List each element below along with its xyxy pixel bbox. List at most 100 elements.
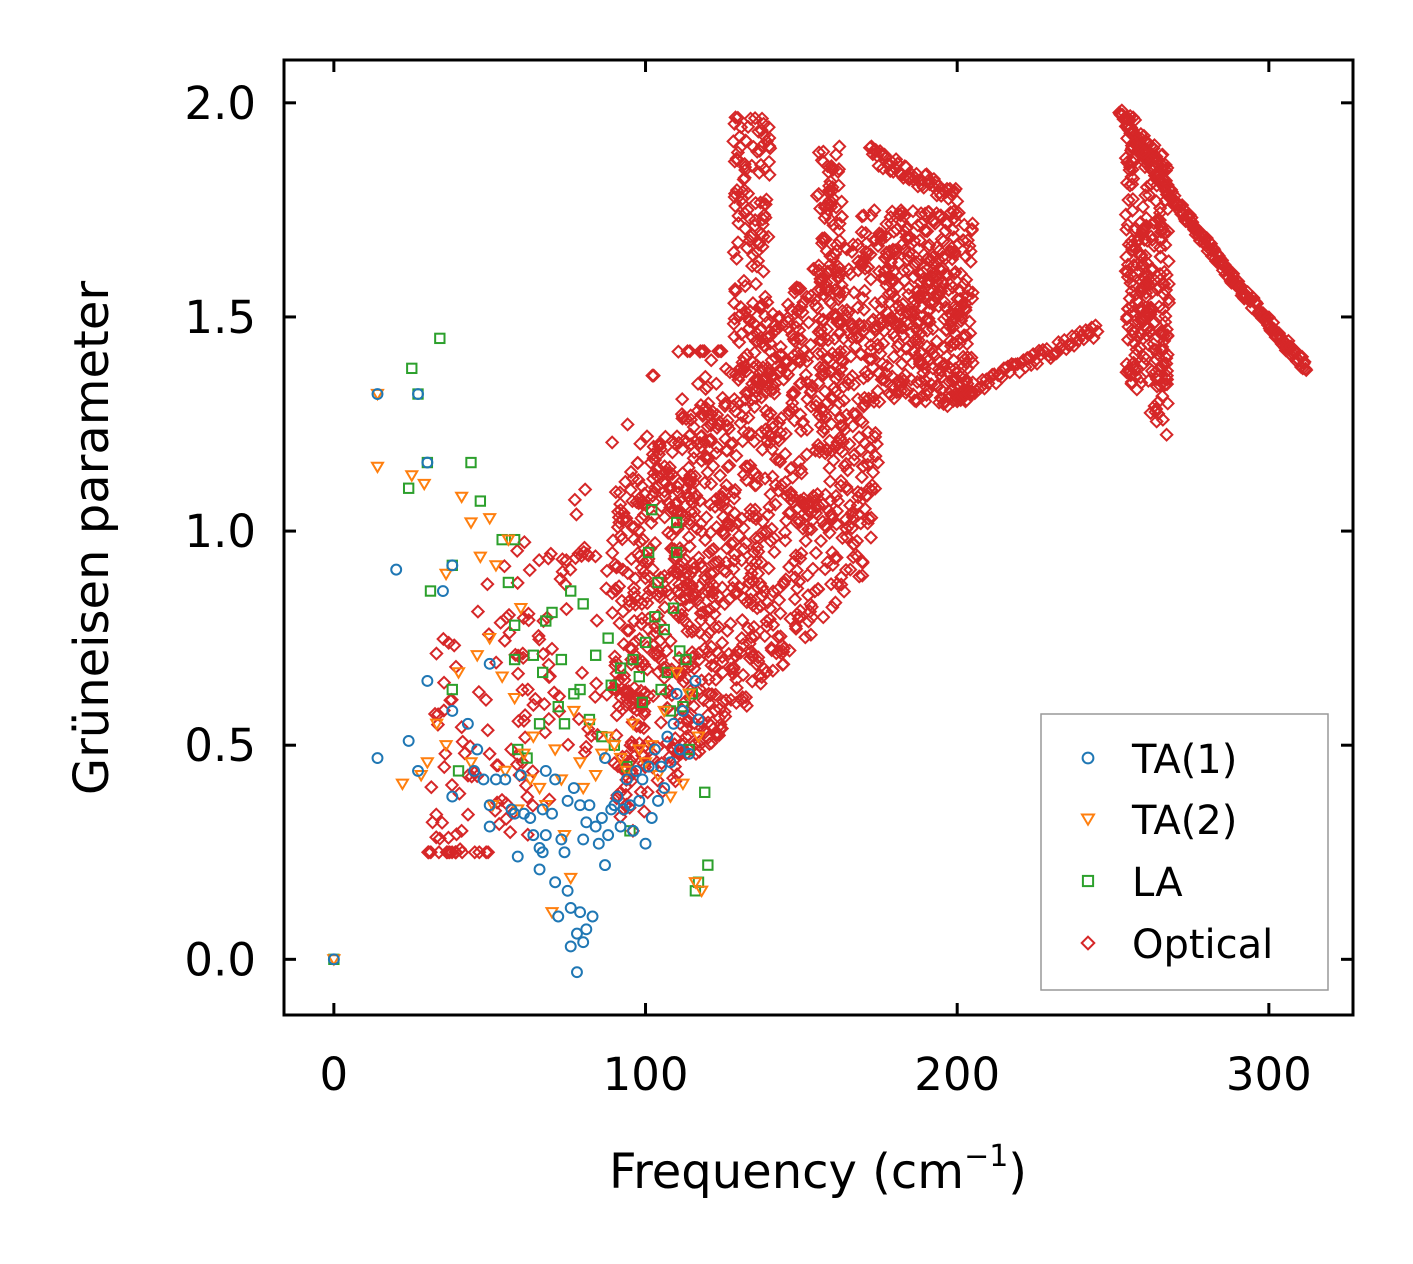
data-point xyxy=(755,239,770,254)
data-point xyxy=(728,284,743,299)
data-point xyxy=(473,551,488,564)
data-point xyxy=(586,910,599,923)
data-point xyxy=(723,536,739,551)
data-point xyxy=(808,298,823,313)
data-point xyxy=(574,665,590,681)
data-point xyxy=(907,332,923,347)
data-point xyxy=(809,188,825,203)
data-point xyxy=(589,649,602,661)
data-point xyxy=(751,237,767,252)
data-point xyxy=(652,794,664,807)
data-point xyxy=(460,807,476,822)
data-point xyxy=(748,195,763,211)
data-point xyxy=(859,393,874,409)
data-point xyxy=(1135,279,1150,295)
data-point xyxy=(540,615,552,627)
data-point xyxy=(682,475,697,490)
data-point xyxy=(798,630,813,645)
data-point xyxy=(746,434,762,449)
data-point xyxy=(785,395,800,411)
data-point xyxy=(624,735,639,750)
data-point xyxy=(1161,292,1176,307)
data-point xyxy=(932,243,947,258)
data-point xyxy=(669,566,685,581)
data-point xyxy=(572,757,588,770)
legend-item-la: LA xyxy=(1081,860,1183,906)
data-point xyxy=(1138,248,1153,263)
data-point xyxy=(854,347,869,362)
data-point xyxy=(583,799,596,812)
data-point xyxy=(1118,119,1133,134)
data-point xyxy=(891,255,906,271)
data-point xyxy=(844,244,860,260)
data-point xyxy=(747,478,763,493)
data-point xyxy=(845,237,861,252)
data-point xyxy=(742,320,757,336)
data-point xyxy=(670,687,683,700)
data-point xyxy=(588,770,603,783)
data-point xyxy=(436,585,449,597)
data-point xyxy=(729,644,745,660)
data-point xyxy=(738,401,753,416)
data-point xyxy=(673,491,689,506)
data-point xyxy=(732,368,747,384)
data-point xyxy=(823,576,839,592)
data-point xyxy=(629,718,644,734)
data-point xyxy=(592,837,605,850)
data-point xyxy=(569,507,584,522)
data-point xyxy=(636,720,652,736)
data-point xyxy=(442,845,457,860)
data-point xyxy=(699,629,714,645)
data-point xyxy=(615,512,631,528)
data-point xyxy=(404,470,420,483)
data-point xyxy=(727,491,742,506)
data-point xyxy=(759,614,774,629)
data-point xyxy=(698,400,713,415)
data-point xyxy=(900,383,915,398)
data-point xyxy=(402,482,415,494)
data-point xyxy=(412,388,424,400)
data-point xyxy=(764,640,779,656)
data-point xyxy=(857,283,872,299)
data-point xyxy=(671,516,683,529)
data-point xyxy=(831,269,846,284)
data-point xyxy=(577,936,590,949)
data-point xyxy=(524,812,537,824)
data-point xyxy=(952,291,968,307)
data-point xyxy=(875,161,891,176)
data-point xyxy=(471,684,487,700)
data-point xyxy=(661,666,674,679)
data-point xyxy=(844,318,860,334)
data-point xyxy=(536,646,551,662)
data-point xyxy=(772,644,787,659)
data-point xyxy=(619,765,635,779)
data-point xyxy=(720,413,735,428)
data-point xyxy=(764,442,780,457)
data-point xyxy=(718,361,734,376)
data-point xyxy=(813,271,828,287)
data-point xyxy=(863,247,878,262)
data-point xyxy=(1121,156,1137,172)
data-point xyxy=(639,636,652,649)
data-point xyxy=(451,667,466,680)
data-point xyxy=(623,799,636,812)
data-point xyxy=(537,725,553,740)
data-point xyxy=(960,289,975,304)
data-point xyxy=(567,782,580,794)
data-point xyxy=(899,341,915,356)
data-point xyxy=(822,525,837,540)
data-point xyxy=(1139,289,1154,305)
data-point xyxy=(771,320,786,335)
data-point xyxy=(734,326,749,342)
legend-label-ta1: TA(1) xyxy=(1131,737,1237,783)
data-point xyxy=(611,579,627,594)
data-point xyxy=(771,592,787,608)
data-point xyxy=(471,743,484,756)
data-point xyxy=(757,628,772,644)
data-point xyxy=(620,623,635,638)
data-point xyxy=(693,516,709,531)
data-point xyxy=(962,326,978,341)
data-point xyxy=(820,394,835,410)
data-point xyxy=(852,329,867,345)
data-point xyxy=(963,254,978,269)
